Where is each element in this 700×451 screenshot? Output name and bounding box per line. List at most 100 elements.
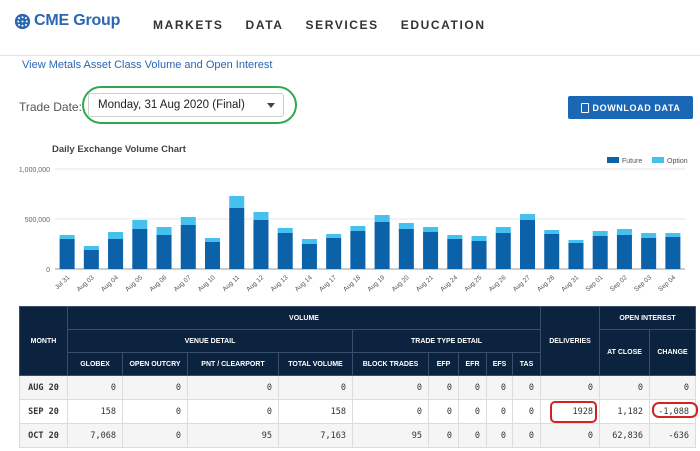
cme-logo[interactable]: CME Group: [14, 12, 120, 30]
x-tick-label: Aug 21: [415, 274, 435, 293]
cell: 0: [428, 399, 459, 424]
chevron-down-icon: [267, 103, 275, 108]
bar-future: [374, 222, 390, 269]
bar-option: [301, 239, 317, 244]
cell: 0: [187, 375, 279, 400]
legend-label-option: Option: [667, 158, 688, 165]
cell: 0: [511, 399, 542, 424]
x-tick-label: Sep 03: [633, 274, 653, 293]
x-tick-label: Aug 28: [536, 274, 556, 293]
cell: 0: [278, 375, 353, 400]
x-tick-label: Aug 18: [342, 274, 362, 293]
bar-future: [423, 232, 439, 269]
x-tick-label: Jul 31: [54, 274, 72, 291]
trade-date-label: Trade Date:: [19, 100, 82, 114]
col-change[interactable]: CHANGE: [649, 329, 697, 376]
cell: 0: [486, 423, 513, 448]
bar-option: [229, 196, 245, 208]
col-efr[interactable]: EFR: [458, 352, 487, 376]
cell-month: OCT 20: [19, 423, 68, 448]
x-tick-label: Aug 04: [100, 274, 120, 293]
bar-option: [471, 236, 487, 241]
cell-month: SEP 20: [19, 399, 68, 424]
col-deliveries[interactable]: DELIVERIES: [540, 306, 601, 376]
group-trade-type-detail: TRADE TYPE DETAIL: [351, 329, 542, 353]
nav-markets[interactable]: MARKETS: [153, 18, 224, 32]
x-tick-label: Aug 24: [439, 274, 459, 293]
bar-future: [471, 241, 487, 269]
highlight-change: [652, 402, 698, 418]
bar-option: [132, 220, 148, 229]
cell: 0: [511, 423, 542, 448]
col-total-volume[interactable]: TOTAL VOLUME: [278, 352, 353, 376]
bar-future: [568, 243, 584, 269]
cell: 0: [122, 375, 188, 400]
col-pnt-clearport[interactable]: PNT / CLEARPORT: [187, 352, 279, 376]
metals-volume-link[interactable]: View Metals Asset Class Volume and Open …: [22, 59, 273, 71]
col-month[interactable]: MONTH: [19, 306, 68, 376]
bar-option: [568, 240, 584, 243]
cell: 0: [352, 399, 429, 424]
cell-month: AUG 20: [19, 375, 68, 400]
trade-date-value: Monday, 31 Aug 2020 (Final): [98, 99, 245, 111]
x-tick-label: Sep 04: [657, 274, 677, 293]
cell: 0: [67, 375, 123, 400]
bar-future: [495, 233, 511, 269]
nav-data[interactable]: DATA: [245, 18, 284, 32]
bar-future: [229, 208, 245, 269]
col-block-trades[interactable]: BLOCK TRADES: [352, 352, 429, 376]
bar-future: [132, 229, 148, 269]
bar-future: [59, 239, 75, 269]
col-tas[interactable]: TAS: [511, 352, 542, 376]
x-tick-label: Aug 25: [463, 274, 483, 293]
bar-future: [641, 238, 657, 269]
cell: 95: [352, 423, 429, 448]
bar-future: [83, 250, 99, 269]
bar-option: [495, 227, 511, 233]
cell: 0: [458, 375, 487, 400]
bar-future: [592, 236, 608, 269]
col-efp[interactable]: EFP: [428, 352, 459, 376]
cell: 0: [599, 375, 651, 400]
group-open-interest: OPEN INTEREST: [599, 306, 697, 330]
bar-option: [277, 228, 293, 233]
cell: 0: [122, 423, 188, 448]
bar-option: [180, 217, 196, 225]
nav-services[interactable]: SERVICES: [305, 18, 379, 32]
bar-future: [253, 220, 269, 269]
legend-swatch-option: [652, 157, 664, 163]
cell: 0: [428, 423, 459, 448]
cell: 0: [540, 423, 601, 448]
bar-future: [616, 235, 632, 269]
bar-future: [326, 238, 342, 269]
bar-future: [398, 229, 414, 269]
cell: 158: [67, 399, 123, 424]
x-tick-label: Aug 10: [197, 274, 217, 293]
bar-option: [423, 227, 439, 232]
bar-future: [156, 235, 172, 269]
x-tick-label: Aug 13: [270, 274, 290, 293]
col-open-outcry[interactable]: OPEN OUTCRY: [122, 352, 188, 376]
col-globex[interactable]: GLOBEX: [67, 352, 123, 376]
bar-option: [350, 226, 366, 231]
cell: 0: [122, 399, 188, 424]
col-at-close[interactable]: AT CLOSE: [599, 329, 651, 376]
col-efs[interactable]: EFS: [486, 352, 513, 376]
nav-education[interactable]: EDUCATION: [400, 18, 486, 32]
bar-future: [447, 239, 463, 269]
bar-option: [374, 215, 390, 222]
bar-option: [156, 227, 172, 235]
globe-icon: [14, 13, 31, 29]
main-nav: MARKETS DATA SERVICES EDUCATION: [153, 18, 508, 32]
bar-option: [398, 223, 414, 229]
bar-future: [204, 242, 221, 269]
legend-label-future: Future: [622, 158, 642, 165]
x-tick-label: Aug 07: [173, 274, 193, 293]
x-tick-label: Aug 26: [488, 274, 508, 293]
download-data-button[interactable]: DOWNLOAD DATA: [568, 96, 693, 119]
cell: 0: [649, 375, 697, 400]
bar-option: [326, 234, 342, 238]
download-data-label: DOWNLOAD DATA: [592, 102, 681, 113]
table-row: OCT 20 7,068 0 95 7,163 95 0 0 0 0 0 62,…: [19, 423, 697, 448]
